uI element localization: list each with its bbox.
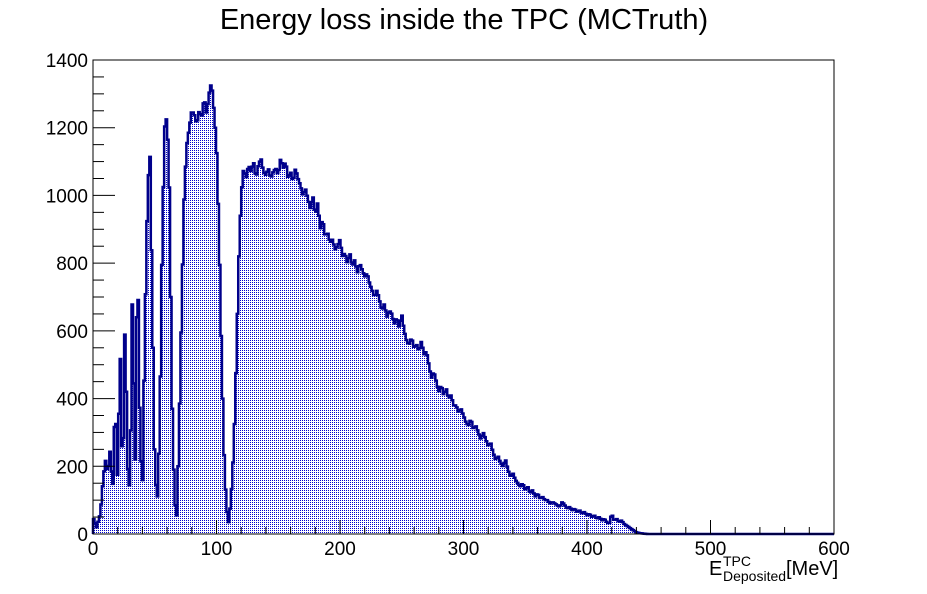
x-axis-title-subscript: Deposited — [723, 568, 786, 584]
y-tick-label: 600 — [56, 322, 88, 343]
chart-title: Energy loss inside the TPC (MCTruth) — [220, 4, 708, 36]
x-axis-title-superscript: TPC — [723, 553, 751, 569]
y-tick-label: 400 — [56, 390, 88, 411]
histogram-fill — [93, 85, 834, 534]
histogram-outline — [91, 84, 834, 536]
plot-area — [91, 84, 834, 536]
y-tick-label: 0 — [77, 525, 88, 546]
x-tick-label: 300 — [448, 539, 480, 560]
y-tick-label: 1400 — [46, 51, 88, 72]
y-tick-label: 800 — [56, 254, 88, 275]
y-tick-label: 1000 — [46, 186, 88, 207]
x-axis-title: E TPC Deposited [MeV] — [709, 553, 838, 584]
x-tick-label: 0 — [88, 539, 99, 560]
x-axis-title-unit: [MeV] — [786, 558, 838, 580]
y-tick-label: 200 — [56, 457, 88, 478]
y-tick-label: 1200 — [46, 119, 88, 140]
y-axis: 0 200 400 600 800 1000 1200 1400 — [46, 51, 115, 546]
x-tick-label: 600 — [818, 539, 850, 560]
x-tick-label: 100 — [201, 539, 233, 560]
x-axis: 0 100 200 300 400 500 600 — [88, 520, 850, 560]
x-tick-label: 400 — [571, 539, 603, 560]
x-tick-label: 200 — [324, 539, 356, 560]
x-axis-title-main: E — [709, 558, 722, 580]
x-tick-label: 500 — [695, 539, 727, 560]
